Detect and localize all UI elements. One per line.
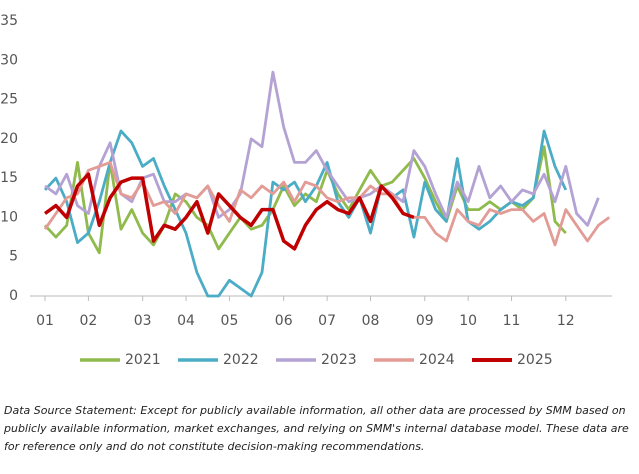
legend-label: 2025 bbox=[517, 352, 553, 368]
x-tick-label: 09 bbox=[416, 313, 434, 329]
x-tick-label: 12 bbox=[557, 313, 575, 329]
x-tick-label: 11 bbox=[503, 313, 521, 329]
x-tick-label: 05 bbox=[221, 313, 239, 329]
x-tick-label: 01 bbox=[36, 313, 54, 329]
y-tick-label: 25 bbox=[0, 92, 18, 108]
x-tick-label: 06 bbox=[275, 313, 293, 329]
y-tick-label: 5 bbox=[9, 249, 18, 265]
y-tick-label: 0 bbox=[9, 288, 18, 304]
x-tick-label: 08 bbox=[362, 313, 380, 329]
legend-label: 2022 bbox=[223, 352, 259, 368]
y-tick-label: 20 bbox=[0, 131, 18, 147]
x-tick-label: 07 bbox=[318, 313, 336, 329]
footnote: Data Source Statement: Except for public… bbox=[4, 404, 629, 453]
series-line bbox=[43, 161, 611, 247]
legend-label: 2021 bbox=[125, 352, 161, 368]
y-tick-label: 10 bbox=[0, 209, 18, 225]
y-tick-label: 35 bbox=[0, 13, 18, 29]
y-tick-label: 15 bbox=[0, 170, 18, 186]
x-tick-label: 10 bbox=[459, 313, 477, 329]
series-line bbox=[43, 129, 568, 298]
series-line bbox=[43, 145, 567, 255]
x-tick-label: 02 bbox=[79, 313, 97, 329]
y-tick-label: 30 bbox=[0, 52, 18, 68]
legend-label: 2024 bbox=[419, 352, 455, 368]
legend-label: 2023 bbox=[321, 352, 357, 368]
x-tick-label: 04 bbox=[177, 313, 195, 329]
x-tick-label: 03 bbox=[134, 313, 152, 329]
series-line bbox=[43, 172, 415, 251]
